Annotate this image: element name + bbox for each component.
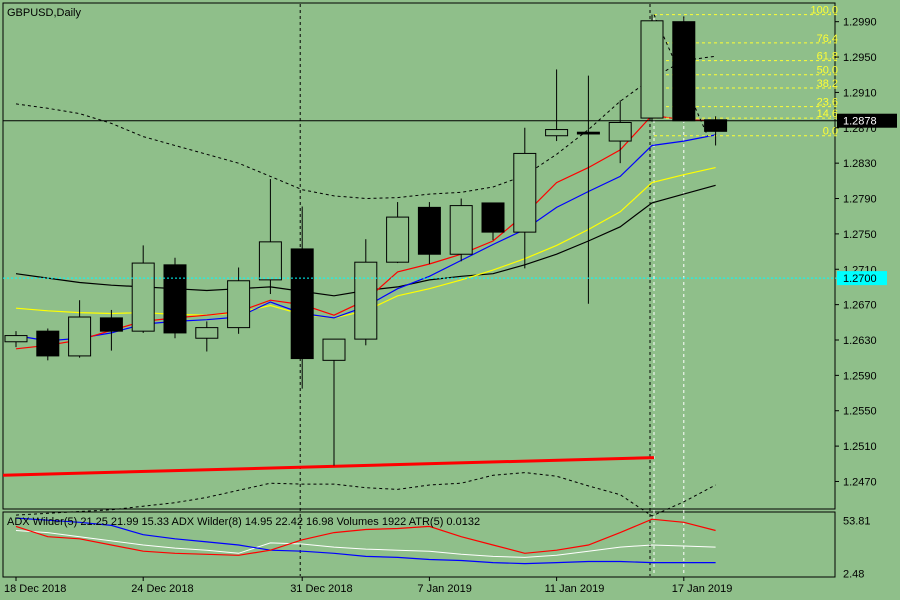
candle — [513, 127, 537, 269]
price-tick-label: 1.2590 — [843, 370, 877, 382]
main-panel-frame — [2, 2, 836, 510]
price-tick-label: 1.2550 — [843, 406, 877, 418]
price-tick-label: 1.2990 — [843, 17, 877, 29]
time-tick-label: 24 Dec 2018 — [131, 583, 193, 595]
fibonacci-level-label: 61.8 — [817, 51, 838, 63]
price-tick-label: 1.2910 — [843, 87, 877, 99]
fibonacci-level-label: 76.4 — [817, 33, 838, 45]
candle-body — [386, 216, 410, 263]
indicator-line-white — [15, 530, 716, 558]
price-tick-label: 1.2630 — [843, 335, 877, 347]
price-axis: 1.29901.29501.29101.28701.28301.27901.27… — [835, 17, 897, 580]
price-tick-label: 1.2830 — [843, 158, 877, 170]
candle-body — [545, 129, 569, 137]
indicator-panel-frame — [2, 511, 836, 578]
candle-body — [417, 206, 441, 255]
candle-body — [68, 316, 92, 357]
fibonacci-level-label: 50.0 — [817, 65, 838, 77]
candle-body — [36, 330, 60, 357]
bollinger-lower-band — [15, 472, 716, 517]
candle — [163, 257, 187, 339]
time-tick-label: 11 Jan 2019 — [545, 583, 605, 595]
candle — [481, 202, 505, 241]
time-axis: 18 Dec 2018 24 Dec 2018 31 Dec 2018 7 Jan 2… — [4, 577, 732, 595]
moving-average-red-long — [2, 456, 655, 477]
indicator-tick-label: 2.48 — [843, 568, 864, 580]
fibonacci-level-label: 0.0 — [823, 126, 838, 138]
candle-body — [481, 202, 505, 233]
indicator-tick-label: 53.81 — [843, 515, 871, 527]
candle — [608, 100, 632, 164]
candle-body — [4, 335, 28, 343]
price-tick-label: 1.2750 — [843, 229, 877, 241]
candle-body — [449, 205, 473, 255]
bollinger-upper-band — [15, 55, 716, 200]
candle-body — [99, 317, 123, 332]
candle — [4, 331, 28, 348]
chart-title: GBPUSD,Daily — [7, 7, 81, 19]
candle — [322, 338, 346, 466]
candle — [449, 198, 473, 262]
fibonacci-level-label: 23.6 — [817, 97, 838, 109]
fibonacci-level-label: 100.0 — [810, 5, 838, 17]
fibonacci-level-label: 14.6 — [817, 108, 838, 120]
current-price-badge — [837, 113, 897, 128]
candle — [68, 300, 92, 358]
candle — [227, 267, 251, 334]
time-tick-label: 7 Jan 2019 — [417, 583, 471, 595]
candle — [576, 75, 600, 304]
candle-body — [354, 261, 378, 340]
candle-body — [131, 262, 155, 332]
candle-body — [322, 338, 346, 361]
time-tick-label: 17 Jan 2019 — [672, 583, 733, 595]
candle — [417, 202, 441, 264]
candle-body — [513, 152, 537, 233]
candle-body — [608, 121, 632, 142]
candle-body — [576, 131, 600, 135]
time-tick-label: 31 Dec 2018 — [290, 583, 352, 595]
candle — [354, 239, 378, 346]
candle — [131, 245, 155, 333]
candle-body — [704, 119, 728, 132]
fibonacci-level-label: 38.2 — [817, 78, 838, 90]
candle-body — [227, 280, 251, 329]
price-tick-label: 1.2790 — [843, 194, 877, 206]
current-price-label: 1.2878 — [843, 116, 877, 128]
price-tick-label: 1.2510 — [843, 441, 877, 453]
candle — [290, 206, 314, 389]
marker-price-badge — [837, 271, 887, 286]
price-tick-label: 1.2670 — [843, 300, 877, 312]
indicator-label: ADX Wilder(5) 21.25 21.99 15.33 ADX Wild… — [7, 516, 480, 528]
price-levels — [3, 120, 838, 279]
bollinger-bands — [15, 55, 716, 517]
candle-body — [258, 241, 282, 281]
candle — [258, 179, 282, 295]
price-tick-label: 1.2950 — [843, 52, 877, 64]
indicator-line-blue — [15, 517, 716, 565]
candle — [386, 202, 410, 264]
candles — [4, 14, 728, 466]
indicator-line-red — [15, 518, 716, 556]
candle — [545, 69, 569, 142]
candle-body — [290, 248, 314, 360]
time-tick-label: 18 Dec 2018 — [4, 583, 66, 595]
candle — [195, 321, 219, 352]
candle-body — [672, 21, 696, 122]
candle-body — [640, 20, 664, 119]
candle-body — [163, 264, 187, 334]
marker-price-label: 1.2700 — [843, 273, 877, 285]
candle — [672, 16, 696, 122]
candle-body — [195, 327, 219, 339]
candle — [36, 328, 60, 361]
candle — [99, 309, 123, 351]
indicator-lines — [15, 517, 716, 565]
candle — [640, 14, 664, 122]
price-tick-label: 1.2470 — [843, 476, 877, 488]
